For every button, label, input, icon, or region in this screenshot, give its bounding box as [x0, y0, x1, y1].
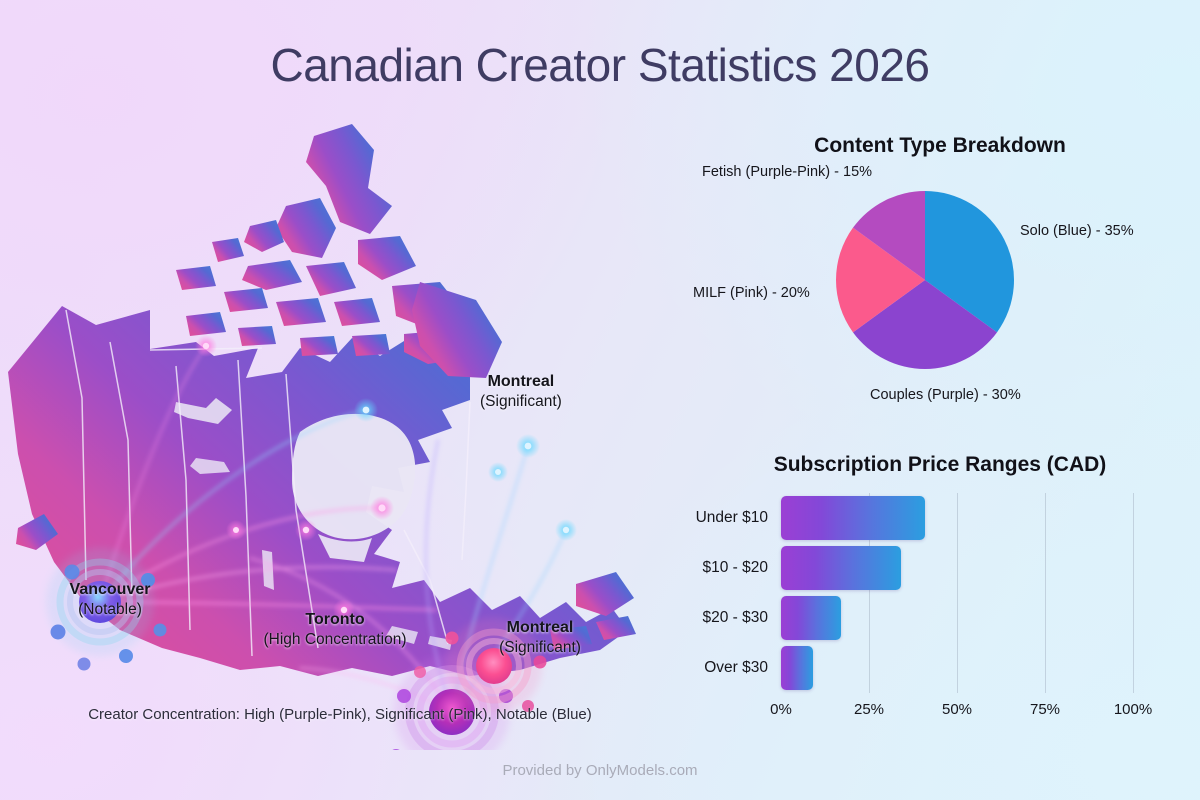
map-legend-caption: Creator Concentration: High (Purple-Pink… [88, 706, 592, 723]
pie-chart-title: Content Type Breakdown [814, 134, 1066, 157]
gridline [1045, 493, 1046, 693]
map-node-montreal[interactable] [414, 618, 547, 714]
content-type-chart-panel: Content Type Breakdown Fetish (Purple-Pi… [680, 118, 1200, 438]
bar-category-label: Under $10 [695, 509, 768, 526]
canada-landmass [8, 124, 636, 676]
arc-endpoint-glows [195, 335, 577, 621]
bar-fill[interactable] [781, 596, 841, 640]
pie-slice[interactable] [925, 191, 1014, 333]
x-axis-tick-label: 0% [770, 701, 792, 718]
x-axis-tick-label: 100% [1113, 701, 1153, 718]
bar-chart-title: Subscription Price Ranges (CAD) [773, 453, 1107, 476]
x-axis-tick-label: 75% [1029, 701, 1061, 718]
footer-credit: Provided by OnlyModels.com [502, 762, 698, 779]
bar-category-label: $10 - $20 [702, 559, 769, 576]
bar-chart-plot: Under $10 $10 - $20 $20 - $30 Over $30 0% 25… [696, 493, 1152, 718]
bar-row[interactable]: Under $10 [696, 496, 926, 540]
canada-map-graphic [8, 124, 636, 750]
pie-label-solo: Solo (Blue) - 35% [1020, 223, 1134, 239]
gridline [957, 493, 958, 693]
bar-category-label: Over $30 [704, 659, 768, 676]
pie-label-couples: Couples (Purple) - 30% [870, 387, 1021, 403]
pie-label-milf: MILF (Pink) - 20% [693, 285, 810, 301]
pie-slice[interactable] [852, 191, 925, 280]
x-axis-tick-label: 25% [853, 701, 885, 718]
pie-slice[interactable] [852, 280, 998, 369]
price-range-chart-panel: Subscription Price Ranges (CAD) Under $1… [680, 445, 1200, 735]
bar-fill[interactable] [781, 646, 813, 690]
gridline [869, 493, 870, 693]
map-label-toronto: Toronto (High Concentration) [263, 611, 407, 649]
map-node-vancouver[interactable] [46, 548, 167, 671]
canada-map-panel: Montreal (Significant) Vancouver (Notabl… [0, 110, 680, 750]
bar-row[interactable]: Over $30 [704, 646, 813, 690]
bar-fill[interactable] [781, 496, 926, 540]
bar-fill[interactable] [781, 546, 901, 590]
page-title: Canadian Creator Statistics 2026 [270, 39, 930, 91]
map-label-vancouver: Vancouver (Notable) [69, 581, 151, 619]
pie-slice[interactable] [836, 227, 925, 333]
pie-chart-graphic [835, 190, 1015, 370]
bar-row[interactable]: $20 - $30 [703, 596, 841, 640]
bar-category-label: $20 - $30 [702, 609, 769, 626]
pie-label-fetish: Fetish (Purple-Pink) - 15% [702, 164, 873, 180]
gridline [1133, 493, 1134, 693]
x-axis-tick-label: 50% [941, 701, 973, 718]
map-label-montreal-north: Montreal (Significant) [480, 373, 562, 411]
map-label-montreal: Montreal (Significant) [499, 619, 581, 657]
bar-row[interactable]: $10 - $20 [703, 546, 901, 590]
